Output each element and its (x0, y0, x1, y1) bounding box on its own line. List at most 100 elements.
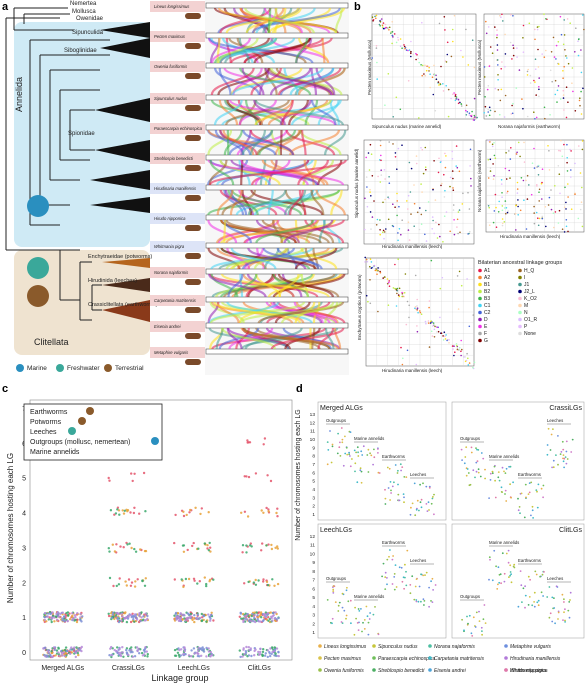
dotplot-point (454, 351, 456, 354)
chart-c-point (115, 543, 118, 546)
panel-d-point (422, 574, 424, 577)
synteny-ribbon (221, 300, 337, 325)
chart-c-category-label: CrassiLGs (112, 665, 145, 672)
panel-d-point (510, 581, 513, 584)
dotplot-point (580, 71, 583, 74)
chart-c-point (260, 616, 263, 619)
synteny-ribbon (230, 37, 324, 64)
chart-c-point (277, 654, 280, 658)
dotplot-point (547, 145, 549, 147)
dotplot-point (439, 235, 441, 238)
dotplot-point (501, 196, 503, 198)
panel-d-point (390, 492, 392, 494)
dotplot-point (407, 194, 410, 197)
chart-c-point (257, 653, 261, 656)
dotplot-point (415, 363, 418, 366)
chart-c-point (173, 648, 177, 652)
chart-c-point (271, 619, 274, 622)
dotplot-point (562, 77, 564, 79)
synteny-ribbon (253, 37, 312, 64)
dotplot-point (380, 174, 383, 176)
chart-c-point (210, 613, 213, 617)
dotplot-point (458, 347, 461, 349)
synteny-ribbon (270, 327, 345, 350)
alg-legend-swatch (518, 310, 522, 315)
dotplot-point (397, 36, 399, 39)
dotplot-point (581, 148, 584, 151)
chart-c-point (141, 654, 145, 657)
chart-c-point (260, 653, 264, 656)
dotplot-point (552, 36, 555, 39)
dotplot-point (407, 80, 410, 82)
synteny-ribbon (219, 189, 278, 216)
chart-c-point (121, 651, 125, 654)
dotplot-point (533, 79, 535, 82)
chart-c-point (111, 611, 115, 614)
chart-c-point (206, 544, 209, 547)
dotplot-point (425, 322, 427, 325)
legend-outgroups: Outgroups (mollusc, nemertean) (30, 439, 130, 446)
dotplot-point (537, 217, 539, 219)
dotplot-point (514, 212, 517, 215)
dotplot-point (442, 335, 444, 337)
dotplot-point (577, 38, 580, 41)
panel-d-point (389, 499, 391, 501)
panel-d-point (397, 469, 399, 472)
chart-c-category-label: Merged ALGs (41, 665, 84, 672)
chart-c-point (266, 583, 270, 587)
dotplot-3-xlabel: Hirudinaria manillensis (leech) (382, 244, 443, 249)
dotplot-point (541, 215, 544, 218)
chart-c-point (207, 511, 210, 514)
panel-d-point (537, 604, 540, 607)
alg-legend-label: I (524, 275, 525, 281)
chart-c-point (187, 577, 191, 581)
panel-d-legend-label: Pecten maximus (324, 656, 361, 662)
chart-c-point (267, 543, 270, 546)
dotplot-point (424, 74, 427, 77)
dotplot-point (445, 85, 448, 87)
panel-d-point (420, 498, 423, 501)
chart-c-point (253, 614, 256, 617)
panel-d-point (418, 585, 421, 588)
chart-c-point (176, 651, 180, 654)
dotplot-point (488, 106, 491, 109)
dotplot-point (416, 305, 418, 307)
dotplot-point (454, 99, 457, 102)
synteny-ribbon (213, 99, 243, 126)
dotplot-point (392, 143, 394, 145)
species-silhouette-icon (185, 333, 201, 339)
chart-c-point (144, 549, 148, 553)
chart-c-point (255, 611, 258, 614)
dotplot-point (565, 208, 567, 210)
dotplot-point (468, 112, 471, 114)
dotplot-point (428, 346, 431, 348)
dotplot-point (559, 15, 562, 18)
dotplot-point (397, 232, 399, 234)
dotplot-point (570, 169, 572, 171)
dotplot-point (381, 26, 384, 29)
panel-d-point (564, 621, 566, 623)
dotplot-point (414, 274, 417, 277)
tip-enchytraeidae: Enchytraeidae (potworms) (88, 254, 152, 260)
synteny-ribbon (207, 129, 233, 156)
panel-d-legend-label: Streblospio benedicti (378, 668, 425, 674)
dotplot-point (523, 161, 526, 163)
dotplot-point (549, 114, 551, 116)
panel-d-point (465, 474, 468, 477)
panel-d-point (488, 578, 490, 581)
dotplot-point (429, 322, 432, 324)
synteny-ribbon (251, 7, 341, 34)
panel-d-point (430, 580, 432, 583)
panel-d-point (475, 470, 478, 473)
panel-d-point (369, 452, 371, 455)
panel-d-subplot-title: LeechLGs (320, 527, 352, 534)
dotplot-point (566, 18, 569, 20)
panel-d-point (524, 594, 527, 597)
chart-c-point (56, 618, 59, 621)
dotplot-point (566, 57, 568, 59)
panel-d-legend-label: Norana najaformis (434, 644, 475, 650)
dotplot-point (565, 116, 568, 119)
synteny-ribbon (333, 327, 342, 350)
panel-d-point (555, 454, 557, 456)
dotplot-point (377, 310, 379, 313)
